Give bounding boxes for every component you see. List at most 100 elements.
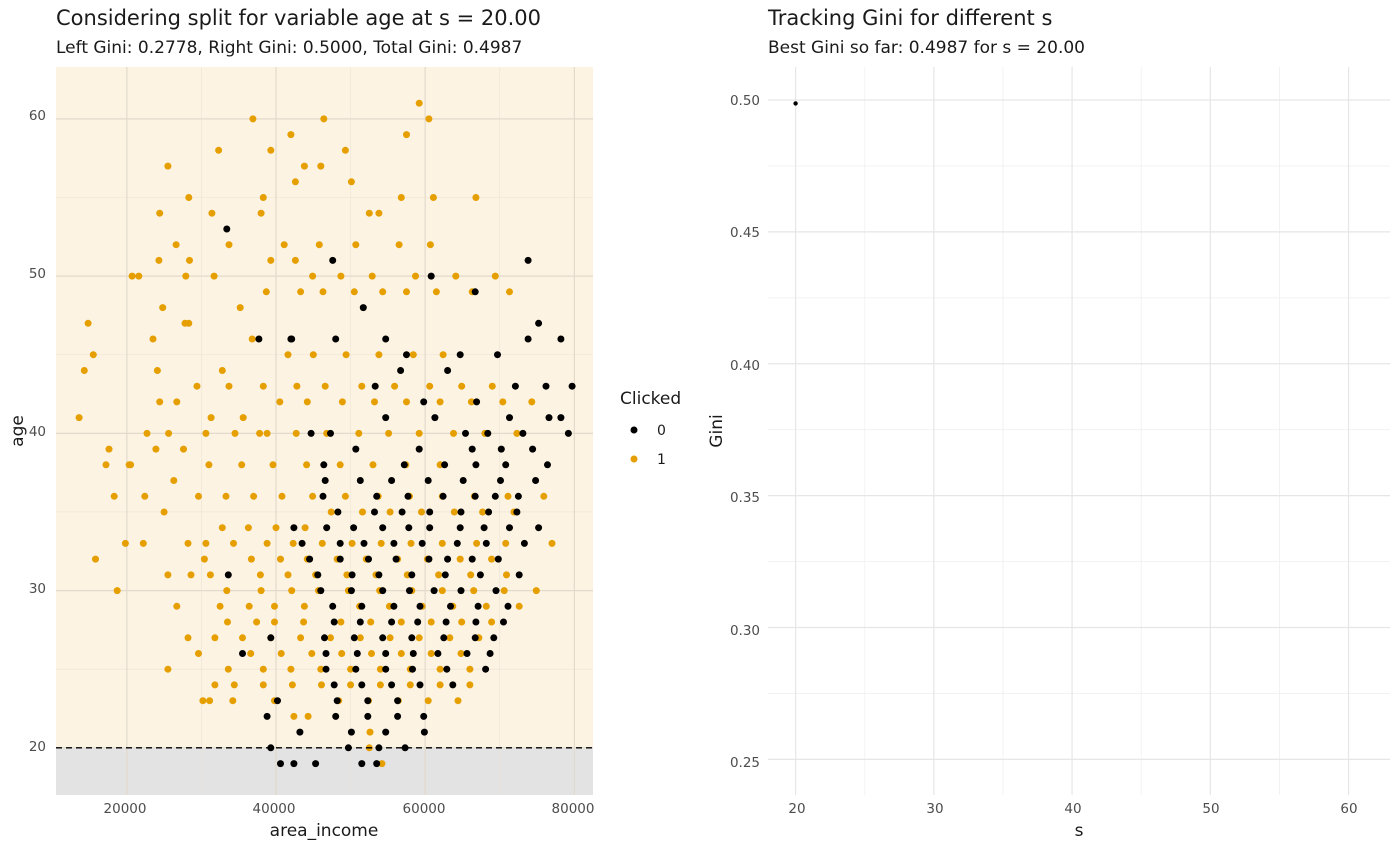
scatter-point-clicked-0 — [298, 539, 306, 547]
scatter-point-clicked-0 — [472, 618, 480, 626]
scatter-point-clicked-0 — [426, 524, 434, 532]
scatter-point-clicked-0 — [403, 351, 410, 359]
scatter-point-clicked-0 — [447, 602, 454, 610]
scatter-point-clicked-1 — [249, 115, 257, 123]
scatter-point-clicked-1 — [407, 539, 415, 547]
scatter-point-clicked-1 — [368, 650, 375, 657]
scatter-point-clicked-1 — [173, 602, 181, 610]
scatter-point-clicked-1 — [450, 429, 457, 437]
scatter-point-clicked-1 — [515, 602, 523, 610]
scatter-point-clicked-0 — [373, 492, 381, 500]
scatter-point-clicked-0 — [239, 650, 246, 657]
scatter-point-clicked-1 — [318, 539, 326, 547]
scatter-point-clicked-1 — [259, 665, 267, 673]
scatter-point-clicked-1 — [500, 587, 508, 595]
scatter-point-clicked-1 — [139, 539, 147, 547]
scatter-point-clicked-1 — [297, 634, 305, 642]
scatter-point-clicked-1 — [172, 241, 180, 249]
scatter-point-clicked-1 — [121, 539, 129, 547]
right-x-tick: 50 — [1202, 801, 1219, 817]
left-y-tick: 30 — [29, 581, 46, 597]
scatter-point-clicked-1 — [491, 272, 499, 280]
scatter-point-clicked-0 — [327, 429, 334, 437]
scatter-point-clicked-0 — [497, 477, 504, 484]
scatter-point-clicked-1 — [210, 272, 218, 280]
scatter-point-clicked-1 — [426, 241, 434, 249]
scatter-point-clicked-0 — [514, 492, 522, 500]
scatter-point-clicked-1 — [287, 131, 295, 139]
right-x-tick: 30 — [926, 801, 943, 817]
scatter-point-clicked-1 — [403, 131, 410, 139]
left-panel: Considering split for variable age at s … — [8, 6, 594, 841]
left-above-split-region — [56, 67, 593, 748]
scatter-point-clicked-1 — [156, 209, 164, 217]
scatter-point-clicked-1 — [230, 539, 237, 547]
scatter-point-clicked-1 — [375, 351, 383, 359]
scatter-point-clicked-0 — [471, 634, 479, 642]
scatter-point-clicked-0 — [329, 602, 337, 610]
scatter-point-clicked-0 — [418, 539, 426, 547]
scatter-point-clicked-1 — [369, 461, 377, 469]
scatter-point-clicked-1 — [436, 665, 444, 673]
scatter-point-clicked-0 — [379, 524, 387, 532]
scatter-point-clicked-1 — [466, 665, 474, 673]
scatter-point-clicked-0 — [424, 477, 432, 484]
scatter-point-clicked-0 — [442, 618, 450, 626]
scatter-point-clicked-1 — [355, 429, 363, 437]
scatter-point-clicked-0 — [457, 587, 465, 595]
scatter-point-clicked-0 — [506, 414, 513, 422]
scatter-point-clicked-0 — [557, 414, 565, 422]
scatter-point-clicked-1 — [289, 539, 297, 547]
scatter-point-clicked-1 — [467, 398, 475, 406]
scatter-point-clicked-0 — [358, 681, 366, 689]
scatter-point-clicked-0 — [544, 461, 551, 469]
scatter-point-clicked-0 — [379, 634, 387, 642]
scatter-point-clicked-1 — [454, 697, 462, 705]
scatter-point-clicked-0 — [336, 539, 344, 547]
scatter-point-clicked-0 — [420, 728, 428, 736]
scatter-point-clicked-1 — [347, 665, 355, 673]
scatter-point-clicked-1 — [309, 272, 317, 280]
scatter-point-clicked-0 — [400, 461, 408, 469]
scatter-point-clicked-0 — [441, 461, 449, 469]
scatter-point-clicked-1 — [164, 571, 172, 579]
scatter-point-clicked-0 — [492, 587, 500, 595]
scatter-point-clicked-1 — [336, 461, 344, 469]
scatter-point-clicked-1 — [506, 288, 513, 296]
scatter-point-clicked-1 — [403, 288, 410, 296]
right-y-tick: 0.40 — [730, 358, 760, 374]
scatter-point-clicked-1 — [317, 162, 325, 170]
scatter-point-clicked-1 — [152, 445, 160, 453]
scatter-point-clicked-0 — [408, 634, 416, 642]
scatter-point-clicked-1 — [288, 681, 296, 689]
scatter-point-clicked-0 — [420, 398, 428, 406]
scatter-point-clicked-0 — [277, 760, 284, 768]
scatter-point-clicked-0 — [388, 618, 396, 626]
scatter-point-clicked-1 — [337, 618, 345, 626]
scatter-point-clicked-0 — [224, 571, 232, 579]
scatter-point-clicked-0 — [471, 492, 479, 500]
scatter-point-clicked-1 — [338, 398, 346, 406]
scatter-point-clicked-1 — [269, 461, 277, 469]
scatter-point-clicked-0 — [557, 335, 565, 343]
scatter-point-clicked-1 — [156, 398, 164, 406]
scatter-point-clicked-1 — [432, 288, 440, 296]
scatter-point-clicked-0 — [365, 555, 372, 563]
scatter-point-clicked-0 — [476, 571, 484, 579]
scatter-point-clicked-1 — [470, 587, 478, 595]
right-y-tick: 0.30 — [730, 623, 760, 639]
scatter-point-clicked-1 — [230, 681, 238, 689]
scatter-point-clicked-1 — [321, 382, 329, 390]
scatter-point-clicked-0 — [425, 555, 433, 563]
scatter-point-clicked-0 — [334, 508, 342, 516]
scatter-point-clicked-0 — [532, 477, 540, 484]
scatter-point-clicked-1 — [187, 571, 195, 579]
scatter-point-clicked-0 — [287, 335, 295, 343]
left-subtitle: Left Gini: 0.2778, Right Gini: 0.5000, T… — [56, 38, 522, 58]
scatter-point-clicked-0 — [263, 712, 271, 720]
scatter-point-clicked-0 — [524, 256, 532, 264]
left-x-tick: 60000 — [403, 801, 446, 817]
scatter-point-clicked-1 — [386, 634, 394, 642]
scatter-point-clicked-1 — [262, 288, 270, 296]
scatter-point-clicked-1 — [211, 634, 219, 642]
